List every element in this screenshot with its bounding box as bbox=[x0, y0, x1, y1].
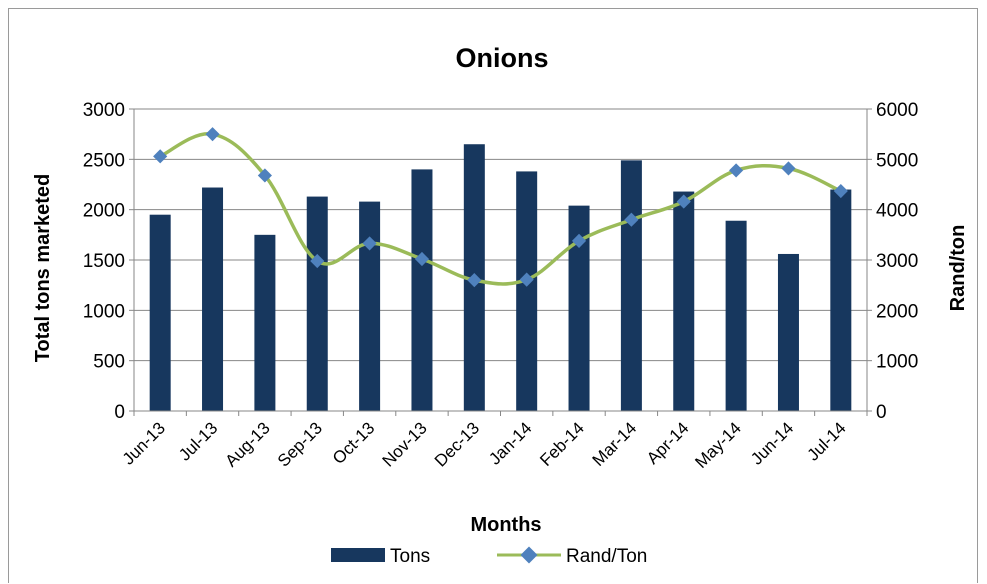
chart-frame: Onions 0 500 1000 1500 2000 2500 3000 0 1000 200… bbox=[8, 8, 978, 583]
bar bbox=[411, 169, 433, 411]
line-marker bbox=[205, 127, 220, 142]
y-tick-label: 3000 bbox=[83, 100, 125, 121]
bar bbox=[149, 214, 171, 411]
category-label: Apr-14 bbox=[643, 418, 693, 468]
bar bbox=[306, 196, 328, 411]
axes bbox=[129, 108, 872, 416]
legend-swatch-tons bbox=[331, 548, 385, 562]
y-tick-label: 0 bbox=[114, 402, 125, 423]
line-marker bbox=[729, 163, 744, 178]
legend-label-rand-ton: Rand/Ton bbox=[566, 546, 647, 567]
category-label: Jun-13 bbox=[119, 418, 169, 468]
category-label: Feb-14 bbox=[536, 418, 588, 470]
bar bbox=[830, 189, 852, 411]
y2-axis-title: Rand/ton bbox=[947, 225, 969, 312]
category-label: Jul-13 bbox=[175, 418, 221, 464]
category-label: Dec-13 bbox=[431, 418, 483, 470]
line-marker bbox=[571, 233, 587, 248]
line-marker bbox=[310, 253, 325, 269]
legend-label-tons: Tons bbox=[390, 546, 430, 567]
line-marker bbox=[414, 251, 430, 267]
y-tick-label: 1000 bbox=[83, 301, 125, 322]
line-marker bbox=[676, 194, 691, 209]
category-label: Jan-14 bbox=[485, 418, 535, 468]
category-label: Jul-14 bbox=[803, 418, 849, 464]
category-label: Oct-13 bbox=[329, 418, 379, 468]
line-marker bbox=[153, 149, 168, 164]
line-marker bbox=[467, 273, 482, 288]
y-axis-title: Total tons marketed bbox=[32, 174, 54, 363]
line-marker bbox=[257, 168, 272, 183]
y-tick-label: 1500 bbox=[83, 251, 125, 272]
bar-series bbox=[149, 144, 852, 411]
category-labels: Jun-13 Jul-13 Aug-13 Sep-13 Oct-13 Nov-13 Dec-… bbox=[119, 418, 850, 472]
line-path bbox=[159, 132, 842, 286]
right-axis-ticks: 0 1000 2000 3000 4000 5000 6000 bbox=[876, 100, 918, 423]
y2-tick-label: 5000 bbox=[876, 150, 918, 171]
y2-tick-label: 3000 bbox=[876, 251, 918, 272]
y2-tick-label: 4000 bbox=[876, 201, 918, 222]
bar bbox=[568, 205, 590, 411]
bar bbox=[725, 220, 747, 411]
line-marker bbox=[362, 236, 377, 251]
y2-tick-label: 6000 bbox=[876, 100, 918, 121]
chart: Onions 0 500 1000 1500 2000 2500 3000 0 1000 200… bbox=[32, 43, 969, 567]
category-label: May-14 bbox=[691, 418, 745, 472]
bar bbox=[620, 160, 642, 411]
category-label: Sep-13 bbox=[274, 418, 326, 470]
category-label: Nov-13 bbox=[379, 418, 431, 470]
category-label: Jun-14 bbox=[747, 418, 797, 468]
bar bbox=[777, 253, 799, 411]
category-label: Mar-14 bbox=[589, 418, 641, 470]
bar bbox=[359, 201, 381, 411]
line-marker bbox=[624, 212, 639, 227]
legend: Tons Rand/Ton bbox=[331, 546, 647, 567]
x-axis-title: Months bbox=[470, 514, 541, 536]
line-marker bbox=[781, 161, 796, 176]
bar bbox=[202, 187, 224, 411]
chart-title: Onions bbox=[456, 43, 549, 73]
bar bbox=[673, 191, 695, 411]
line-marker bbox=[833, 183, 848, 199]
gridlines bbox=[134, 108, 867, 362]
left-axis-ticks: 0 500 1000 1500 2000 2500 3000 bbox=[83, 100, 125, 423]
bar bbox=[516, 171, 538, 411]
category-label: Aug-13 bbox=[222, 418, 274, 470]
legend-marker-rand-ton bbox=[520, 546, 538, 564]
y2-tick-label: 2000 bbox=[876, 301, 918, 322]
y-tick-label: 2000 bbox=[83, 201, 125, 222]
y-tick-label: 2500 bbox=[83, 150, 125, 171]
y-tick-label: 500 bbox=[93, 352, 125, 373]
y2-tick-label: 0 bbox=[876, 402, 887, 423]
y2-tick-label: 1000 bbox=[876, 352, 918, 373]
line-marker bbox=[519, 272, 534, 287]
line-series bbox=[153, 127, 848, 288]
bar bbox=[254, 234, 276, 411]
